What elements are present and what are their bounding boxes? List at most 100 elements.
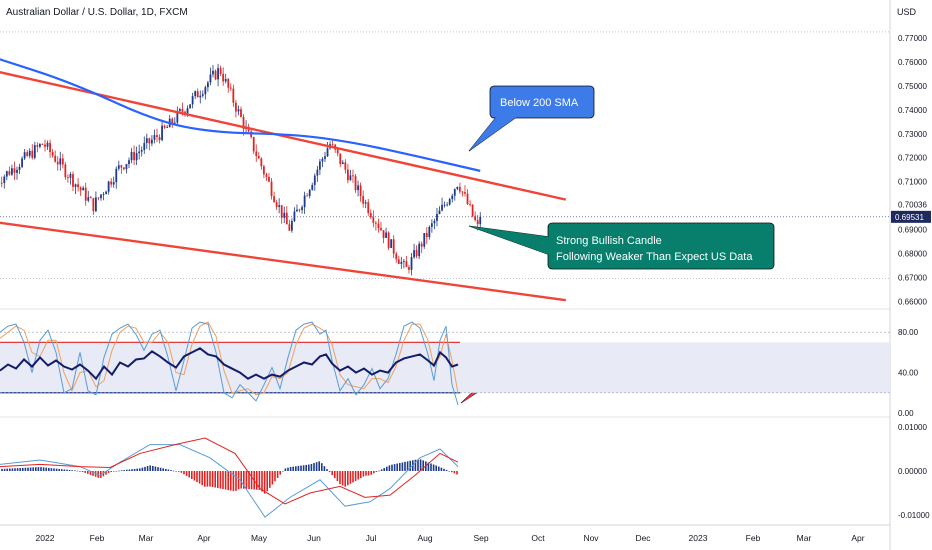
- candle-body: [453, 189, 456, 196]
- macd-hist-bar: [328, 471, 331, 473]
- candle-body: [400, 261, 403, 264]
- macd-hist-bar: [243, 471, 245, 489]
- macd-hist-bar: [419, 459, 422, 471]
- candle-body: [120, 165, 123, 168]
- candle-body: [117, 165, 120, 169]
- macd-hist-bar: [217, 471, 219, 489]
- candle-body: [374, 222, 377, 224]
- macd-hist-bar: [165, 468, 167, 471]
- callout-sma: [468, 85, 595, 152]
- macd-hist-bar: [204, 471, 206, 487]
- candle-body: [458, 186, 461, 192]
- candle-body: [341, 162, 344, 164]
- macd-hist-bar: [347, 471, 349, 486]
- candle-body: [313, 175, 316, 185]
- callout-sma-box: [489, 85, 595, 119]
- macd-hist-bar: [308, 464, 310, 471]
- candle-body: [296, 209, 298, 212]
- candle-body: [441, 204, 443, 211]
- candle-body: [331, 144, 334, 146]
- macd-hist-bar: [175, 471, 177, 472]
- macd-hist-bar: [427, 462, 430, 471]
- candle-body: [176, 110, 179, 123]
- macd-hist-bar: [321, 463, 323, 471]
- macd-hist-bar: [269, 471, 271, 488]
- macd-hist-bar: [344, 471, 346, 487]
- macd-hist-bar: [170, 470, 172, 471]
- macd-hist-bar: [48, 467, 50, 471]
- macd-hist-bar: [89, 471, 92, 475]
- candle-body: [268, 176, 270, 182]
- macd-hist-bar: [144, 466, 146, 471]
- macd-hist-bar: [188, 471, 190, 478]
- candle-body: [471, 204, 474, 217]
- candle-body: [288, 224, 291, 231]
- macd-hist-bar: [313, 463, 315, 471]
- macd-hist-bar: [123, 470, 125, 471]
- time-axis-label: Dec: [635, 533, 651, 543]
- macd-hist-bar: [58, 468, 60, 471]
- candle-body: [242, 116, 245, 130]
- macd-hist-bar: [206, 471, 209, 487]
- candle-body: [56, 161, 59, 165]
- candle-body: [102, 194, 105, 195]
- candle-body: [430, 223, 433, 227]
- candle-body: [31, 150, 34, 158]
- macd-hist-bar: [310, 463, 313, 471]
- candle-body: [469, 204, 471, 205]
- candle-body: [392, 239, 395, 254]
- macd-hist-bar: [430, 463, 432, 471]
- candle-body: [451, 195, 454, 200]
- macd-hist-bar: [300, 465, 302, 471]
- time-axis-label: 2022: [36, 533, 55, 543]
- candle-body: [110, 181, 113, 185]
- candle-body: [397, 259, 400, 264]
- candle-body: [428, 226, 431, 238]
- macd-hist-bar: [240, 471, 242, 489]
- macd-hist-bar: [334, 471, 336, 479]
- symbol-title: Australian Dollar / U.S. Dollar, 1D, FXC…: [6, 7, 188, 18]
- candle-body: [138, 151, 141, 154]
- candle-body: [222, 73, 225, 82]
- candle-body: [77, 184, 79, 188]
- candle-body: [275, 202, 278, 207]
- macd-hist-bar: [84, 471, 86, 473]
- macd-hist-bar: [443, 468, 445, 471]
- macd-tick-label: 0.00000: [898, 467, 927, 476]
- candle-body: [199, 95, 202, 98]
- macd-hist-bar: [360, 471, 362, 479]
- macd-hist-bar: [61, 469, 63, 471]
- macd-hist-bar: [118, 470, 120, 472]
- price-tick-label: 0.74000: [898, 106, 927, 115]
- macd-hist-bar: [248, 471, 250, 490]
- macd-hist-bar: [279, 471, 281, 475]
- candle-body: [395, 253, 398, 260]
- candle-body: [51, 152, 54, 156]
- callout-sma-text: Below 200 SMA: [500, 97, 579, 109]
- candle-body: [44, 144, 46, 147]
- stoch_k-line: [0, 321, 459, 406]
- macd-hist-bar: [9, 468, 11, 471]
- macd-hist-bar: [235, 471, 237, 491]
- candle-body: [240, 109, 242, 117]
- macd-hist-bar: [263, 471, 266, 494]
- candle-body: [41, 143, 44, 145]
- macd-hist-bar: [3, 468, 6, 471]
- candle-body: [346, 169, 349, 181]
- candle-body: [262, 166, 265, 175]
- candle-body: [306, 195, 309, 197]
- candle-body: [191, 96, 194, 105]
- candle-body: [184, 111, 186, 114]
- price-tick-label: 0.69000: [898, 226, 927, 235]
- macd-hist-bar: [128, 469, 131, 471]
- candle-body: [82, 187, 85, 191]
- candle-body: [214, 70, 217, 80]
- candle-body: [410, 257, 413, 270]
- candle-body: [357, 185, 359, 191]
- candle-body: [21, 158, 23, 167]
- macd-hist-bar: [53, 468, 55, 471]
- candle-body: [217, 68, 219, 80]
- macd-hist-bar: [341, 471, 344, 486]
